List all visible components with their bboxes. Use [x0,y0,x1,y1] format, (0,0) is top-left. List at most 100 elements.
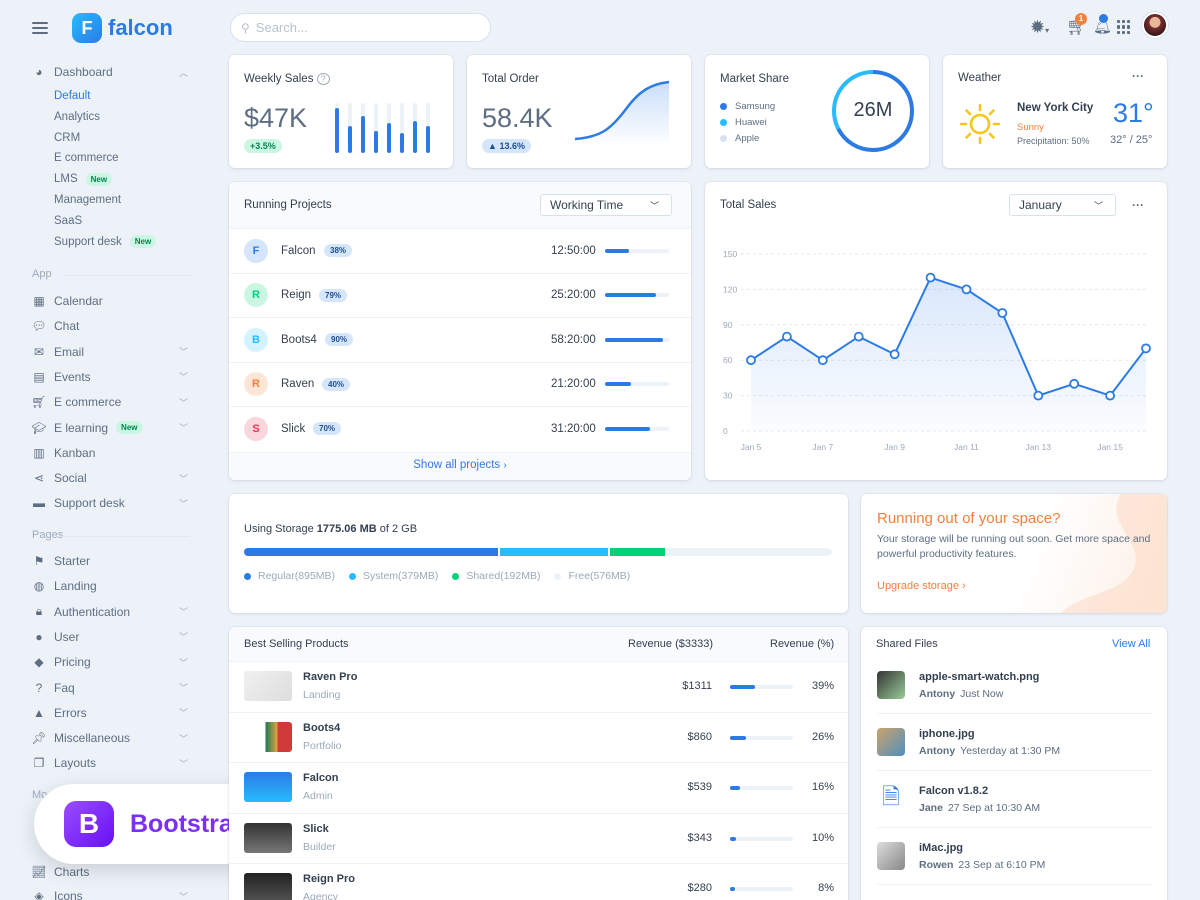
sidebar-subitem-default[interactable]: Default [54,87,90,105]
project-avatar: S [244,416,268,441]
data-point[interactable] [1105,390,1115,401]
column-header-revenue[interactable]: Revenue ($3333) [628,638,714,650]
project-name[interactable]: Slick [281,422,306,435]
sidebar-item-user[interactable]: ● User ﹀ [32,626,192,648]
legend-label: Samsung [735,100,776,112]
project-row[interactable]: S Slick 70% 31:20:00 [229,406,691,450]
sidebar-item-label: Support desk [54,496,125,511]
sidebar-subitem-saas[interactable]: SaaS [54,212,82,230]
weekly-bar [413,120,417,153]
sidebar-item-kanban[interactable]: ▥ Kanban [32,442,192,464]
table-row[interactable]: Boots4 Portfolio $860 26% [229,711,848,763]
sidebar-item-e-commerce[interactable]: 🛒︎ E commerce ﹀ [31,391,192,413]
sidebar-item-errors[interactable]: ▲ Errors ﹀ [32,702,192,724]
sidebar-subitem-crm[interactable]: CRM [54,129,80,147]
chevron-right-icon: › [503,460,507,471]
data-point[interactable] [746,355,756,366]
hamburger-icon[interactable] [32,22,48,34]
sidebar-item-pricing[interactable]: ◆ Pricing ﹀ [32,651,192,673]
sidebar-item-icons[interactable]: ◈ Icons ﹀ [32,885,192,900]
project-name[interactable]: Raven [281,378,315,391]
sidebar-subitem-management[interactable]: Management [54,191,121,209]
working-time-select[interactable]: Working Time ﹀ [540,194,672,216]
info-icon[interactable]: ? [316,73,330,85]
data-point[interactable] [782,331,792,342]
sidebar-subitem-lms[interactable]: LMS New [54,170,113,188]
file-item[interactable]: iMac.jpg Rowen 23 Sep at 6:10 PM [877,828,1153,885]
table-row[interactable]: Falcon Admin $539 16% [229,762,848,813]
avatar[interactable] [1142,12,1168,38]
sidebar-item-charts[interactable]: 📈︎ Charts [31,861,192,883]
sidebar-subitem-e-commerce[interactable]: E commerce [54,149,119,167]
data-point[interactable] [1141,343,1151,354]
chevron-down-icon: ﹀ [178,758,188,769]
sidebar-item-authentication[interactable]: 🔒︎ Authentication ﹀ [32,601,192,623]
product-name[interactable]: Reign Pro [303,873,355,886]
project-name[interactable]: Boots4 [281,333,317,346]
bell-icon[interactable]: 🔔︎ [1093,18,1113,35]
sidebar-item-chat[interactable]: 💬︎ Chat [31,315,192,337]
data-point[interactable] [1033,390,1044,401]
storage-segment [610,548,665,556]
sidebar-item-e-learning[interactable]: 🎓︎ E learning New ﹀ [31,417,192,439]
project-row[interactable]: B Boots4 90% 58:20:00 [229,317,691,361]
data-point[interactable] [817,355,828,366]
file-name[interactable]: iphone.jpg [919,727,975,740]
sidebar-item-social[interactable]: ⋖ Social ﹀ [32,467,192,489]
project-row[interactable]: R Raven 40% 21:20:00 [229,361,691,406]
table-row[interactable]: Slick Builder $343 10% [229,812,848,864]
search-input[interactable]: ⚲ Search... [230,13,491,42]
file-item[interactable]: 🗎︎ Falcon v1.8.2 Jane 27 Sep at 10:30 AM [877,771,1153,828]
file-name[interactable]: Falcon v1.8.2 [919,784,989,797]
product-name[interactable]: Boots4 [303,721,341,734]
file-name[interactable]: apple-smart-watch.png [919,670,1040,683]
view-all-link[interactable]: View All [1112,638,1151,650]
month-select[interactable]: January ﹀ [1009,194,1116,216]
sidebar-item-miscellaneous[interactable]: 📌︎ Miscellaneous ﹀ [31,727,192,749]
more-icon[interactable]: ··· [1132,69,1144,83]
data-point[interactable] [961,284,972,295]
weekly-bar [426,125,430,153]
sidebar-subitem-analytics[interactable]: Analytics [54,108,100,126]
table-row[interactable]: Raven Pro Landing $1311 39% [229,661,848,712]
sidebar-item-faq[interactable]: ? Faq ﹀ [32,677,192,699]
sidebar-item-events[interactable]: ▤ Events ﹀ [32,366,192,388]
apps-grid-icon[interactable] [1117,20,1131,34]
file-item[interactable]: apple-smart-watch.png Antony Just Now [877,657,1153,714]
project-row[interactable]: R Reign 79% 25:20:00 [229,272,691,317]
data-point[interactable] [889,349,900,360]
project-name[interactable]: Falcon [281,244,316,257]
file-name[interactable]: iMac.jpg [919,841,964,854]
data-point[interactable] [925,272,936,283]
sidebar-item-dashboard[interactable]: ◕ Dashboard ︿ [32,61,192,83]
upgrade-storage-link[interactable]: Upgrade storage › [877,580,966,592]
sidebar-item-support-desk[interactable]: ▬ Support desk ﹀ [32,492,192,514]
total-order-value: 58.4K [482,103,553,133]
sidebar-item-starter[interactable]: ⚑ Starter [32,550,192,572]
sidebar-item-landing[interactable]: ◍ Landing [32,575,192,597]
data-point[interactable] [1069,378,1080,389]
data-point[interactable] [853,331,864,342]
sidebar-item-calendar[interactable]: ▦ Calendar [32,290,192,312]
project-name[interactable]: Reign [281,289,312,302]
data-point[interactable] [997,308,1008,318]
sidebar-item-email[interactable]: ✉ Email ﹀ [32,341,192,363]
sidebar-subitem-support-desk[interactable]: Support desk New [54,233,157,251]
file-item[interactable]: iphone.jpg Antony Yesterday at 1:30 PM [877,714,1153,771]
project-row[interactable]: F Falcon 38% 12:50:00 [229,228,691,272]
product-name[interactable]: Slick [303,822,329,835]
more-icon[interactable]: ··· [1132,198,1144,212]
theme-toggle[interactable]: ✹▾ [1030,17,1050,37]
shared-files-card: Shared Files View All apple-smart-watch.… [861,627,1167,900]
product-name[interactable]: Raven Pro [303,671,358,683]
brand-logo[interactable]: F falcon [72,13,173,43]
sidebar-item-layouts[interactable]: ❐ Layouts ﹀ [32,752,192,774]
weekly-bar [387,123,391,153]
column-header-revenue-pct[interactable]: Revenue (%) [770,638,835,650]
table-row[interactable]: Reign Pro Agency $280 8% [229,863,848,900]
progress-fill [730,887,736,892]
product-name[interactable]: Falcon [303,772,339,785]
y-tick-label: 150 [723,249,737,259]
show-all-projects-link[interactable]: Show all projects › [229,459,691,471]
x-tick-label: Jan 5 [741,442,762,452]
